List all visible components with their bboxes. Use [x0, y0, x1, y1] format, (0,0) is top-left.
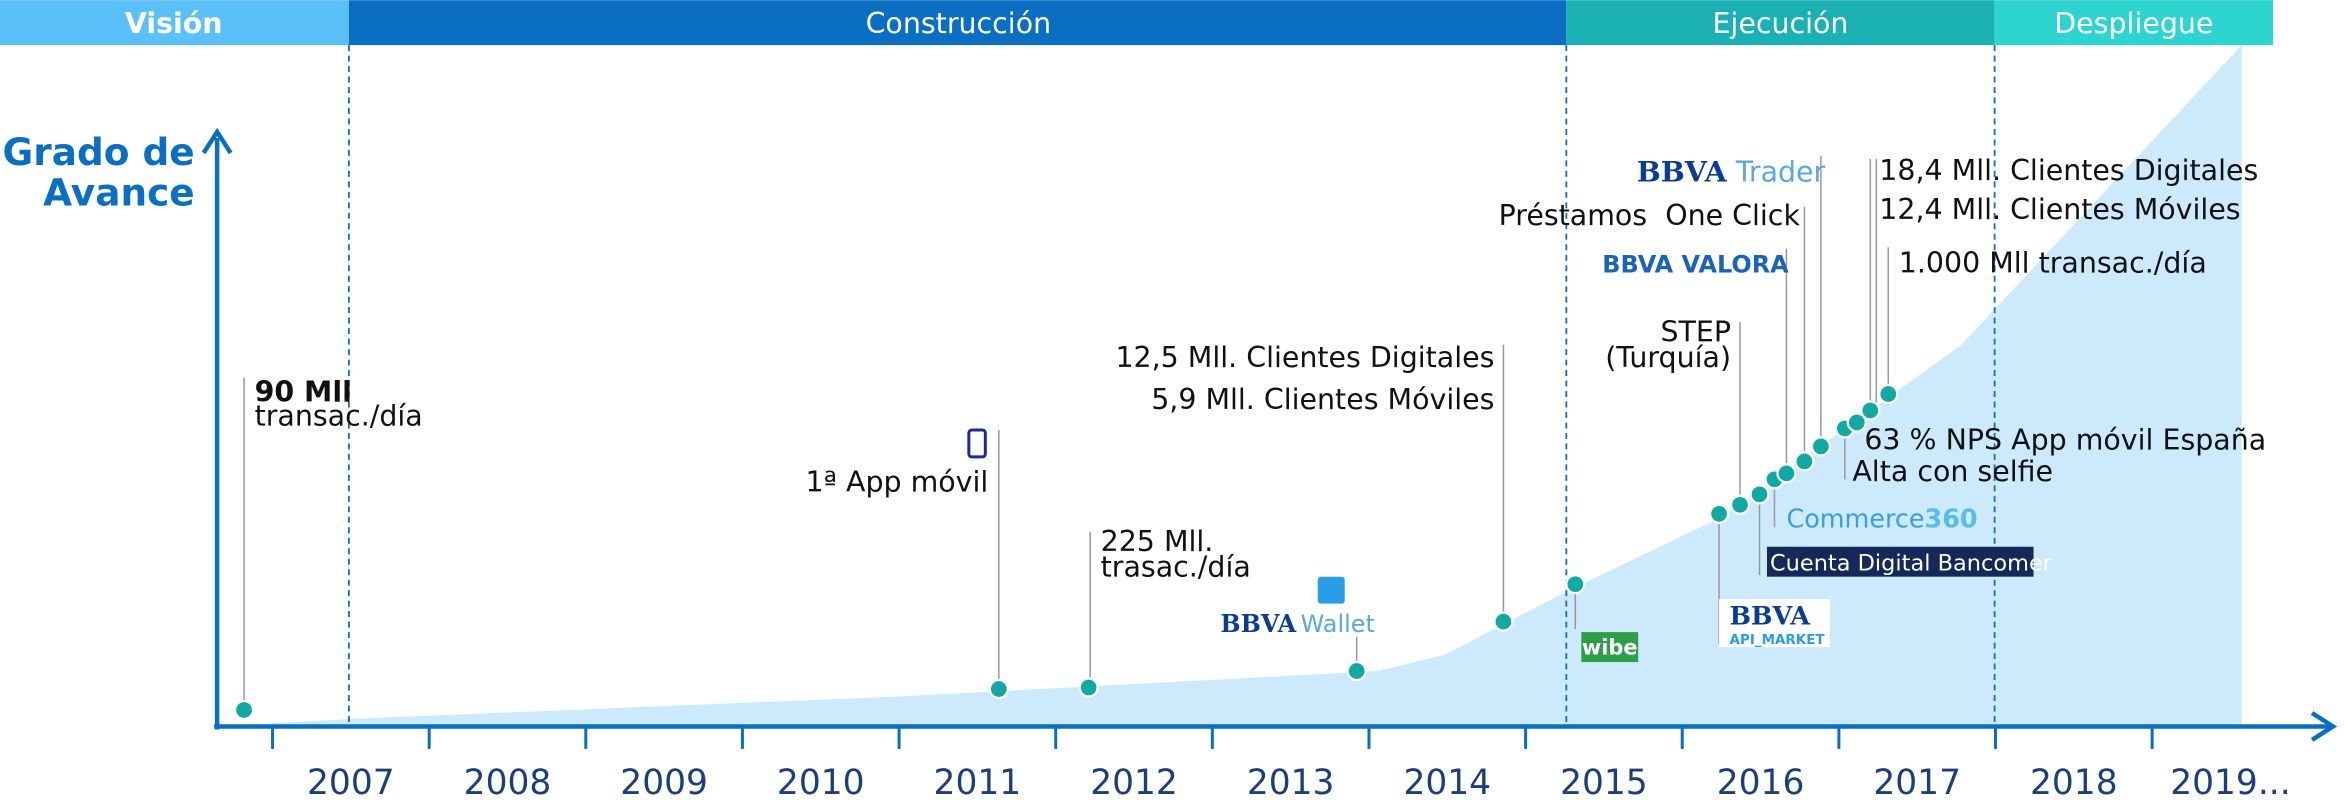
event: 18,4 Mll. Clientes Digitales	[1879, 154, 2258, 187]
axis-label: Grado de	[3, 130, 195, 174]
logo-wallet: BBVA Wallet	[1220, 610, 1374, 638]
logo-commerce: Commerce360	[1786, 504, 1977, 534]
wibe-logo	[1581, 632, 1639, 663]
logo-bancomer: Cuenta Digital Bancomer	[1770, 551, 2053, 577]
year-label: 2016	[1717, 763, 1805, 800]
phase-label: Ejecución	[1712, 7, 1848, 40]
year-label: 2019...	[2170, 763, 2290, 800]
year-label: 2014	[1403, 763, 1491, 800]
logo-wibe: wibe	[1582, 636, 1638, 660]
event: Préstamos One Click	[1499, 199, 1801, 232]
year-label: 2018	[2030, 763, 2118, 800]
year-label: 2007	[307, 763, 395, 800]
event: trasac./día	[1101, 551, 1251, 584]
year-labels: 2007 2008 2009 2010 2011 2012 2013 2014 2015 2016…	[307, 763, 2291, 800]
event: STEP	[1661, 316, 1732, 349]
phase-label: Construcción	[866, 7, 1052, 40]
event: Alta con selfie	[1852, 455, 2053, 488]
phone-icon	[967, 428, 987, 459]
year-label: 2009	[620, 763, 708, 800]
event: 63 % NPS App móvil España	[1864, 423, 2266, 456]
event: 90 Mll	[255, 375, 352, 408]
phase-construccion	[348, 0, 1567, 46]
event: transac./día	[255, 399, 423, 432]
year-label: 2011	[934, 763, 1022, 800]
bancomer-banner	[1766, 546, 2034, 577]
event: (Turquía)	[1605, 341, 1731, 374]
progress-area	[217, 45, 2242, 727]
phase-vision	[0, 0, 349, 46]
year-label: 2008	[464, 763, 552, 800]
event: 12,4 Mll. Clientes Móviles	[1879, 193, 2240, 226]
event: 12,5 Mll. Clientes Digitales	[1115, 341, 1494, 374]
event-labels: 90 Mll transac./día 1ª App móvil 225 Mll…	[255, 154, 2267, 584]
logos: BBVA Trader BBVA VALORA BBVA Wallet wibe C…	[1220, 154, 2053, 663]
event: 5,9 Mll. Clientes Móviles	[1151, 383, 1494, 416]
year-ticks	[271, 726, 2154, 749]
axis-label: Avance	[43, 170, 194, 214]
event: 1.000 Mll transac./día	[1899, 247, 2207, 280]
wallet-icon	[1317, 576, 1345, 604]
phase-despliegue	[1994, 0, 2274, 46]
event: 1ª App móvil	[805, 465, 988, 498]
logo-api: BBVA	[1730, 602, 1812, 632]
api-box	[1719, 599, 1830, 648]
axes	[201, 127, 2338, 742]
phase-dividers	[348, 45, 1996, 727]
phase-ejecucion	[1566, 0, 1995, 46]
logo-valora: BBVA VALORA	[1602, 251, 1789, 279]
phase-bar: Visión Construcción Ejecución Despliegue	[0, 0, 2274, 46]
event: 225 Mll.	[1101, 525, 1214, 558]
milestones	[233, 383, 1899, 721]
logo-trader: BBVA Trader	[1637, 154, 1826, 188]
leaders	[243, 155, 1890, 710]
year-label: 2013	[1247, 763, 1335, 800]
logo-api: API_MARKET	[1730, 632, 1826, 648]
phase-label: Visión	[125, 7, 223, 40]
year-label: 2012	[1090, 763, 1178, 800]
year-label: 2017	[1873, 763, 1961, 800]
year-label: 2010	[777, 763, 865, 800]
year-label: 2015	[1560, 763, 1648, 800]
phase-label: Despliegue	[2054, 7, 2213, 40]
